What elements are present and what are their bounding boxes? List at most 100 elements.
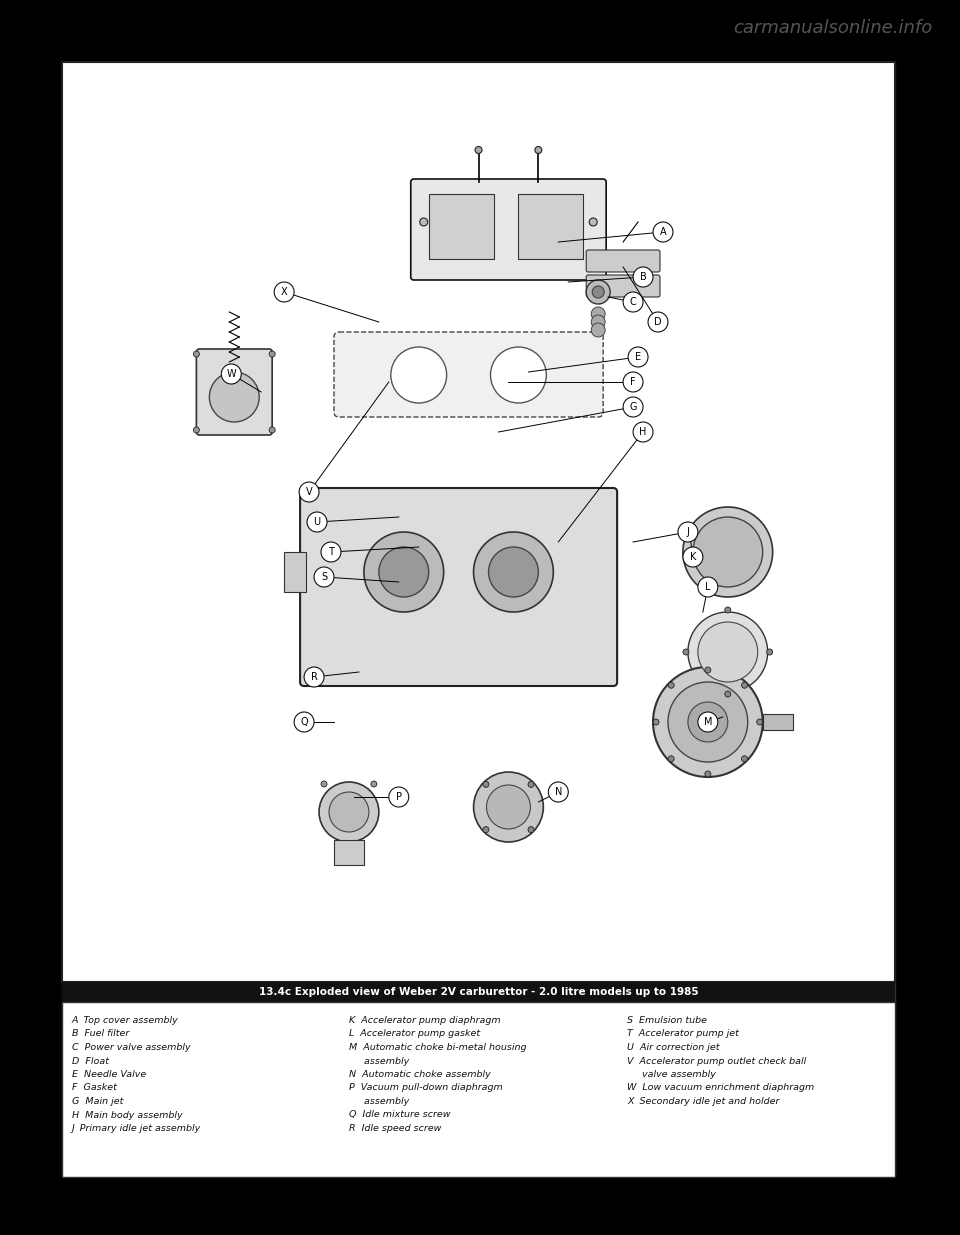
Circle shape xyxy=(623,291,643,312)
Text: L  Accelerator pump gasket: L Accelerator pump gasket xyxy=(348,1030,480,1039)
Circle shape xyxy=(591,308,605,321)
Circle shape xyxy=(741,756,748,762)
Circle shape xyxy=(741,682,748,688)
Text: V: V xyxy=(305,487,312,496)
FancyBboxPatch shape xyxy=(411,179,606,280)
Text: B  Fuel filter: B Fuel filter xyxy=(72,1030,129,1039)
Circle shape xyxy=(269,351,276,357)
Circle shape xyxy=(725,692,731,697)
Circle shape xyxy=(304,667,324,687)
Circle shape xyxy=(379,547,429,597)
Circle shape xyxy=(319,782,379,842)
Circle shape xyxy=(698,622,757,682)
Circle shape xyxy=(698,713,718,732)
FancyBboxPatch shape xyxy=(300,488,617,685)
FancyBboxPatch shape xyxy=(197,350,273,435)
Text: valve assembly: valve assembly xyxy=(627,1070,716,1079)
Circle shape xyxy=(294,713,314,732)
Text: H  Main body assembly: H Main body assembly xyxy=(72,1110,182,1119)
Text: M  Automatic choke bi-metal housing: M Automatic choke bi-metal housing xyxy=(348,1044,526,1052)
Circle shape xyxy=(653,222,673,242)
Text: G: G xyxy=(630,403,636,412)
Circle shape xyxy=(688,701,728,742)
Circle shape xyxy=(683,650,689,655)
Bar xyxy=(429,194,493,259)
Text: T: T xyxy=(328,547,334,557)
Text: T  Accelerator pump jet: T Accelerator pump jet xyxy=(627,1030,739,1039)
Text: R  Idle speed screw: R Idle speed screw xyxy=(348,1124,442,1132)
Bar xyxy=(61,982,896,1002)
Text: E  Needle Valve: E Needle Valve xyxy=(72,1070,146,1079)
Text: J  Primary idle jet assembly: J Primary idle jet assembly xyxy=(72,1124,201,1132)
Circle shape xyxy=(653,667,762,777)
Circle shape xyxy=(653,719,659,725)
Circle shape xyxy=(705,771,710,777)
Circle shape xyxy=(587,280,611,304)
Text: K: K xyxy=(689,552,696,562)
Circle shape xyxy=(698,577,718,597)
Circle shape xyxy=(628,347,648,367)
Text: A  Top cover assembly: A Top cover assembly xyxy=(72,1016,179,1025)
Circle shape xyxy=(648,312,668,332)
Text: P  Vacuum pull-down diaphragm: P Vacuum pull-down diaphragm xyxy=(348,1083,503,1093)
Circle shape xyxy=(535,147,541,153)
Circle shape xyxy=(300,482,319,501)
Circle shape xyxy=(528,782,534,788)
Text: A: A xyxy=(660,227,666,237)
Circle shape xyxy=(693,517,762,587)
Text: carmanualsonline.info: carmanualsonline.info xyxy=(733,19,932,37)
Text: C: C xyxy=(630,296,636,308)
Bar xyxy=(61,62,896,1172)
Circle shape xyxy=(475,147,482,153)
Circle shape xyxy=(633,267,653,287)
Text: X: X xyxy=(281,287,287,296)
Text: N: N xyxy=(555,787,562,797)
Bar xyxy=(284,552,306,592)
Text: K  Accelerator pump diaphragm: K Accelerator pump diaphragm xyxy=(348,1016,500,1025)
Circle shape xyxy=(209,372,259,422)
Text: Q  Idle mixture screw: Q Idle mixture screw xyxy=(348,1110,450,1119)
Circle shape xyxy=(592,287,604,298)
Circle shape xyxy=(483,826,489,832)
Text: B: B xyxy=(639,272,646,282)
Text: 13.4c Exploded view of Weber 2V carburettor - 2.0 litre models up to 1985: 13.4c Exploded view of Weber 2V carburet… xyxy=(259,987,698,997)
Circle shape xyxy=(668,682,748,762)
Circle shape xyxy=(668,682,674,688)
Circle shape xyxy=(371,781,377,787)
Text: U: U xyxy=(314,517,321,527)
Circle shape xyxy=(623,396,643,417)
Text: F: F xyxy=(631,377,636,387)
Text: S: S xyxy=(321,572,327,582)
Circle shape xyxy=(391,347,446,403)
Text: E: E xyxy=(635,352,641,362)
Circle shape xyxy=(548,782,568,802)
Text: assembly: assembly xyxy=(348,1056,409,1066)
Circle shape xyxy=(683,547,703,567)
Circle shape xyxy=(528,826,534,832)
Text: D  Float: D Float xyxy=(72,1056,108,1066)
Circle shape xyxy=(193,351,200,357)
Text: V  Accelerator pump outlet check ball: V Accelerator pump outlet check ball xyxy=(627,1056,806,1066)
Text: M: M xyxy=(704,718,712,727)
Text: Q: Q xyxy=(300,718,308,727)
Bar xyxy=(518,194,584,259)
Circle shape xyxy=(688,613,768,692)
Text: assembly: assembly xyxy=(348,1097,409,1107)
Circle shape xyxy=(329,792,369,832)
Circle shape xyxy=(275,282,294,303)
Circle shape xyxy=(668,756,674,762)
Bar xyxy=(762,714,793,730)
Circle shape xyxy=(633,422,653,442)
Circle shape xyxy=(491,347,546,403)
Circle shape xyxy=(193,427,200,433)
Bar xyxy=(61,1002,896,1177)
Circle shape xyxy=(420,219,428,226)
Text: P: P xyxy=(396,792,402,802)
Circle shape xyxy=(589,219,597,226)
Circle shape xyxy=(489,547,539,597)
Circle shape xyxy=(314,567,334,587)
Text: C  Power valve assembly: C Power valve assembly xyxy=(72,1044,190,1052)
Bar xyxy=(334,840,364,864)
Text: X  Secondary idle jet and holder: X Secondary idle jet and holder xyxy=(627,1097,780,1107)
Circle shape xyxy=(321,781,327,787)
